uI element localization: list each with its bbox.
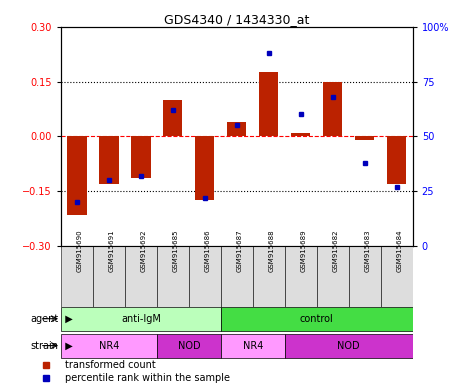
- Text: agent: agent: [30, 314, 59, 324]
- Bar: [61, 333, 157, 358]
- Text: percentile rank within the sample: percentile rank within the sample: [65, 372, 230, 382]
- Bar: [68, 136, 87, 215]
- Bar: [387, 136, 406, 184]
- Text: GSM915688: GSM915688: [269, 229, 275, 272]
- Text: anti-IgM: anti-IgM: [121, 314, 161, 324]
- Text: GSM915690: GSM915690: [77, 229, 83, 272]
- Text: strain: strain: [30, 341, 59, 351]
- Bar: [157, 246, 189, 307]
- Bar: [259, 73, 279, 136]
- Bar: [349, 246, 381, 307]
- Bar: [285, 333, 413, 358]
- Text: GSM915692: GSM915692: [141, 229, 147, 272]
- Text: GSM915691: GSM915691: [109, 229, 115, 272]
- Text: GSM915686: GSM915686: [205, 229, 211, 272]
- Bar: [61, 306, 221, 331]
- Bar: [221, 306, 413, 331]
- Bar: [61, 246, 93, 307]
- Text: NR4: NR4: [242, 341, 263, 351]
- Bar: [291, 133, 310, 136]
- Text: NOD: NOD: [178, 341, 200, 351]
- Text: GSM915684: GSM915684: [397, 229, 403, 272]
- Text: control: control: [300, 314, 333, 324]
- Bar: [253, 246, 285, 307]
- Bar: [323, 82, 342, 136]
- Text: transformed count: transformed count: [65, 359, 156, 369]
- Bar: [227, 122, 246, 136]
- Text: GSM915682: GSM915682: [333, 229, 339, 272]
- Bar: [189, 246, 221, 307]
- Bar: [317, 246, 349, 307]
- Bar: [195, 136, 214, 200]
- Text: NR4: NR4: [99, 341, 119, 351]
- Bar: [381, 246, 413, 307]
- Text: GSM915685: GSM915685: [173, 229, 179, 272]
- Text: GSM915689: GSM915689: [301, 229, 307, 272]
- Bar: [157, 333, 221, 358]
- Text: GSM915683: GSM915683: [365, 229, 371, 272]
- Bar: [93, 246, 125, 307]
- Text: NOD: NOD: [338, 341, 360, 351]
- Text: ▶: ▶: [59, 341, 72, 351]
- Bar: [131, 136, 151, 178]
- Text: GSM915687: GSM915687: [237, 229, 243, 272]
- Bar: [221, 246, 253, 307]
- Bar: [125, 246, 157, 307]
- Bar: [355, 136, 374, 140]
- Bar: [285, 246, 317, 307]
- Text: ▶: ▶: [59, 314, 72, 324]
- Bar: [163, 100, 182, 136]
- Title: GDS4340 / 1434330_at: GDS4340 / 1434330_at: [164, 13, 310, 26]
- Bar: [99, 136, 119, 184]
- Bar: [221, 333, 285, 358]
